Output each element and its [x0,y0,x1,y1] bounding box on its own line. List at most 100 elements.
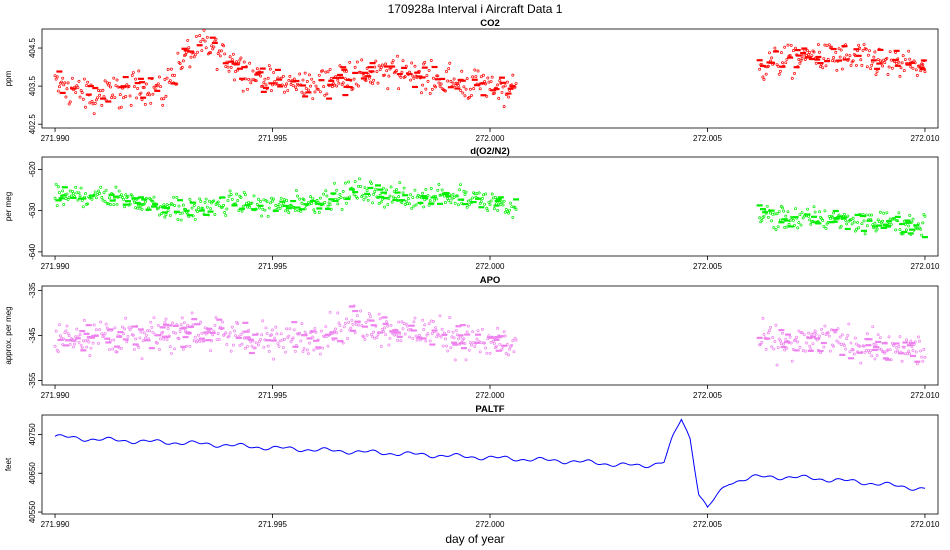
data-point [305,348,309,352]
data-point [90,100,94,103]
data-point [100,332,104,336]
data-point [823,209,827,213]
data-point [187,332,191,335]
data-point [385,69,389,73]
data-point [502,330,506,334]
data-point [504,207,508,211]
data-point [845,222,849,226]
data-point [166,209,170,213]
data-point [60,80,64,84]
data-point [406,197,410,201]
data-point [190,311,194,315]
data-point [161,103,165,107]
data-point [185,50,189,54]
data-point [198,34,202,38]
data-point [274,203,278,207]
data-point [212,329,216,333]
data-point [186,323,190,327]
data-point [54,182,58,186]
data-point [424,187,428,191]
data-point [466,324,470,328]
data-point [814,332,818,336]
data-point [143,102,147,106]
data-point [401,59,405,63]
data-point [402,186,406,190]
data-point [912,343,916,346]
data-point [466,199,470,203]
data-point [423,60,427,64]
data-point [783,45,787,49]
data-point [84,105,87,109]
data-point [196,338,199,342]
data-point [298,331,302,335]
data-point [378,68,382,72]
data-point [236,199,240,203]
data-point [788,54,792,57]
data-point [376,81,380,85]
data-point [471,75,475,79]
data-point [204,46,208,50]
data-point [819,65,823,69]
data-point [246,345,249,348]
data-point [776,346,780,350]
x-tick-label: 271.990 [41,520,70,529]
data-point [919,227,923,231]
data-point [96,192,99,196]
data-point [125,340,129,344]
data-point [435,74,439,78]
data-point [57,191,61,195]
data-point [281,201,285,205]
data-point [909,65,913,69]
data-point [216,52,220,56]
data-point [110,328,114,332]
data-point [138,206,142,210]
data-point [181,59,185,63]
data-point [321,69,324,73]
data-point [768,329,771,332]
data-point [465,330,469,334]
data-point [147,337,151,341]
data-point [164,213,168,217]
data-point [173,347,177,351]
data-point [61,76,65,80]
data-point [826,331,830,335]
data-point [423,323,427,327]
data-point [167,203,171,207]
data-point [176,218,180,221]
data-point [463,193,467,196]
data-point [348,195,352,199]
data-point [400,201,404,205]
x-tick-label: 272.010 [910,134,939,143]
data-point [293,85,297,89]
data-point [808,51,812,54]
data-point [851,59,855,63]
data-point [909,232,913,236]
data-point [65,87,69,91]
data-point [447,198,451,202]
data-point [827,334,831,338]
data-point [828,217,832,221]
data-point [788,219,792,223]
data-point [199,199,203,203]
data-point [802,48,806,52]
y-axis-label: ppm [4,70,13,86]
data-point [808,218,812,222]
data-point [322,192,326,196]
data-point [269,89,273,93]
data-point [303,71,307,75]
data-point [429,187,433,190]
data-point [422,205,426,209]
data-point [291,205,295,209]
data-point [907,349,911,353]
data-point [109,338,112,342]
data-point [337,321,341,325]
data-point [885,211,889,215]
data-point [336,202,340,206]
data-point [342,325,346,329]
data-point [428,199,432,203]
data-point [163,215,167,219]
data-point [281,346,285,350]
data-point [124,193,128,197]
data-point [184,53,187,57]
data-point [252,346,256,350]
